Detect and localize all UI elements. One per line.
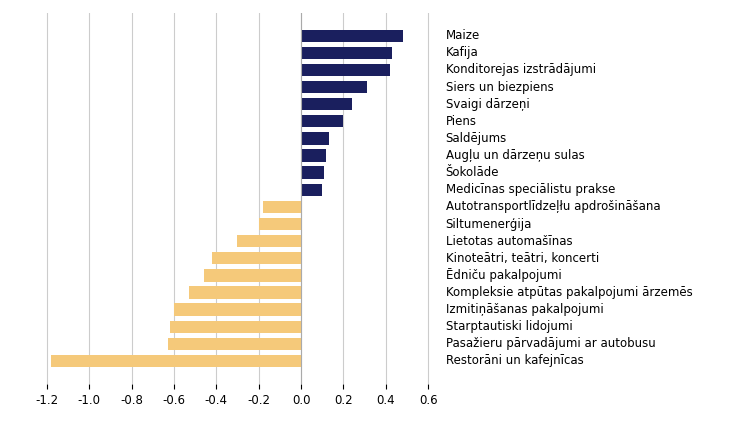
Bar xyxy=(170,321,301,333)
Bar xyxy=(174,303,301,316)
Text: Kompleksie atpūtas pakalpojumi ārzemēs: Kompleksie atpūtas pakalpojumi ārzemēs xyxy=(446,286,692,299)
Bar xyxy=(301,149,326,162)
Bar xyxy=(259,218,301,230)
Bar xyxy=(263,201,301,213)
Bar xyxy=(301,47,392,59)
Bar xyxy=(212,252,301,265)
Text: Augļu un dārzeņu sulas: Augļu un dārzeņu sulas xyxy=(446,149,584,162)
Bar xyxy=(301,132,328,145)
Bar xyxy=(167,338,301,350)
Bar xyxy=(238,235,301,247)
Text: Izmitiņāšanas pakalpojumi: Izmitiņāšanas pakalpojumi xyxy=(446,303,604,316)
Text: Pasažieru pārvadājumi ar autobusu: Pasažieru pārvadājumi ar autobusu xyxy=(446,337,656,350)
Text: Šokolāde: Šokolāde xyxy=(446,166,500,179)
Text: Ēdniču pakalpojumi: Ēdniču pakalpojumi xyxy=(446,268,562,282)
Text: Konditorejas izstrādājumi: Konditorejas izstrādājumi xyxy=(446,63,596,76)
Bar xyxy=(301,30,403,42)
Text: Saldējums: Saldējums xyxy=(446,132,507,145)
Text: Siltumenerģija: Siltumenerģija xyxy=(446,217,532,230)
Bar xyxy=(203,269,301,281)
Bar xyxy=(51,355,301,367)
Bar xyxy=(189,287,301,299)
Bar xyxy=(301,115,344,127)
Text: Autotransportlīdzeļłu apdrošināšana: Autotransportlīdzeļłu apdrošināšana xyxy=(446,200,660,214)
Text: Maize: Maize xyxy=(446,29,480,42)
Text: Svaigi dārzeņi: Svaigi dārzeņi xyxy=(446,97,530,111)
Text: Siers un biezpiens: Siers un biezpiens xyxy=(446,81,554,94)
Text: Kinoteātri, teātri, koncerti: Kinoteātri, teātri, koncerti xyxy=(446,252,599,265)
Text: Lietotas automašīnas: Lietotas automašīnas xyxy=(446,235,572,248)
Text: Kafija: Kafija xyxy=(446,46,478,60)
Text: Restorāni un kafejnīcas: Restorāni un kafejnīcas xyxy=(446,354,584,368)
Bar xyxy=(301,98,352,110)
Bar xyxy=(301,184,322,196)
Text: Starptautiski lidojumi: Starptautiski lidojumi xyxy=(446,320,572,333)
Bar xyxy=(301,64,390,76)
Text: Piens: Piens xyxy=(446,115,477,128)
Bar xyxy=(301,167,324,179)
Bar xyxy=(301,81,367,93)
Text: Medicīnas speciālistu prakse: Medicīnas speciālistu prakse xyxy=(446,183,615,196)
